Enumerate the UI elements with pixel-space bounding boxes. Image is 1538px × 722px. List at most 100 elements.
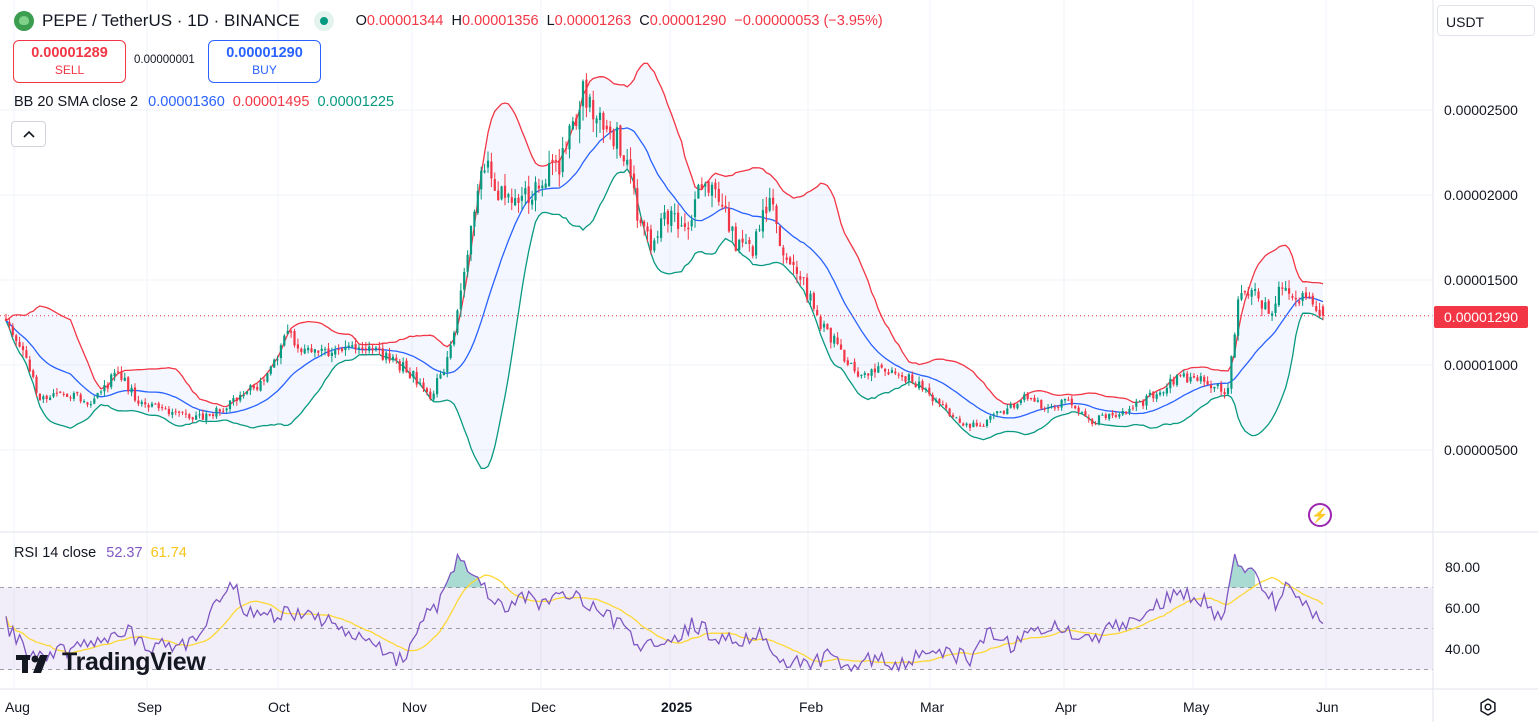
candle xyxy=(127,376,130,395)
candle xyxy=(69,395,72,402)
candle-body xyxy=(510,197,513,203)
candle xyxy=(93,395,96,405)
candle xyxy=(1108,413,1111,421)
candle-body xyxy=(1094,423,1097,425)
tradingview-logo[interactable]: TradingView xyxy=(16,648,206,677)
bollinger-label: BB 20 SMA close 2 xyxy=(14,94,139,110)
candle xyxy=(700,177,703,190)
candle-body xyxy=(1301,293,1304,301)
candle-body xyxy=(1288,288,1291,294)
candle xyxy=(1206,376,1209,385)
tradingview-logo-icon xyxy=(16,654,48,673)
candle xyxy=(619,124,622,158)
candle-body xyxy=(1281,287,1284,289)
candle-body xyxy=(1277,286,1280,306)
candle-body xyxy=(738,239,741,250)
candle xyxy=(198,410,201,419)
candle-body xyxy=(877,366,880,373)
candle xyxy=(184,409,187,419)
candle xyxy=(174,408,177,416)
price-axis-label: 0.00001500 xyxy=(1444,272,1518,288)
candle xyxy=(262,377,266,386)
candle xyxy=(361,341,364,354)
candle-body xyxy=(476,190,479,213)
candle-body xyxy=(1050,406,1053,408)
candle-body xyxy=(72,393,75,399)
candle xyxy=(147,403,150,412)
candle xyxy=(799,270,802,286)
candle xyxy=(1254,282,1257,296)
candle xyxy=(62,391,65,397)
sell-button[interactable]: 0.00001289 SELL xyxy=(13,40,126,83)
candle-body xyxy=(615,127,619,149)
rsi-legend[interactable]: RSI 14 close 52.37 61.74 xyxy=(14,545,187,561)
candle xyxy=(422,378,425,393)
currency-select[interactable]: USDT xyxy=(1437,5,1535,36)
candle xyxy=(476,184,479,215)
candle xyxy=(806,273,809,303)
candle-body xyxy=(1043,408,1046,410)
candle xyxy=(629,147,632,184)
candle xyxy=(242,390,245,399)
candle-body xyxy=(110,374,113,388)
candle-body xyxy=(256,387,259,390)
symbol-title[interactable]: PEPE / TetherUS · 1D · BINANCE xyxy=(42,11,300,30)
candle-body xyxy=(62,393,65,395)
collapse-legend-button[interactable] xyxy=(11,121,46,147)
candle-body xyxy=(568,125,571,150)
candle xyxy=(605,119,608,133)
candle xyxy=(144,398,147,408)
rsi-line xyxy=(5,552,1324,673)
candle-body xyxy=(772,197,775,205)
buy-price: 0.00001290 xyxy=(226,45,303,61)
candle-body xyxy=(228,400,232,409)
time-axis-label: 2025 xyxy=(661,699,693,715)
candle-body xyxy=(137,400,140,404)
candle-body xyxy=(429,391,432,399)
candle-body xyxy=(839,344,843,350)
candle-body xyxy=(704,183,707,187)
bollinger-legend[interactable]: BB 20 SMA close 2 0.00001360 0.00001495 … xyxy=(14,94,394,110)
candle-body xyxy=(598,112,602,120)
candle-body xyxy=(741,238,744,243)
candle xyxy=(188,413,191,421)
candle xyxy=(873,363,876,378)
candle xyxy=(486,151,490,173)
candle xyxy=(191,416,194,423)
candle-body xyxy=(1026,393,1029,400)
candle-body xyxy=(717,188,720,202)
candle-body xyxy=(42,396,45,400)
candle xyxy=(215,406,218,419)
rsi-axis-label: 40.00 xyxy=(1445,641,1481,657)
gear-icon[interactable] xyxy=(1478,697,1498,717)
candle-body xyxy=(385,352,388,360)
candle xyxy=(140,399,143,407)
candle-body xyxy=(415,372,418,385)
candle xyxy=(106,382,109,393)
candle-body xyxy=(941,404,944,406)
flash-icon[interactable]: ⚡ xyxy=(1308,503,1332,527)
candle xyxy=(307,345,310,354)
chart-grid xyxy=(0,0,1433,688)
candle-body xyxy=(924,389,927,390)
candle-body xyxy=(456,310,459,333)
candle-body xyxy=(1264,302,1267,310)
current-price-tag: 0.00001290 xyxy=(1434,306,1528,328)
candle-body xyxy=(38,393,41,401)
candle xyxy=(1179,374,1182,378)
candle xyxy=(738,238,741,254)
candle-body xyxy=(884,368,887,372)
candle-body xyxy=(789,257,792,265)
candle-body xyxy=(378,347,381,350)
candle xyxy=(1050,403,1053,409)
bollinger-fill xyxy=(6,63,1323,469)
candle xyxy=(337,344,340,355)
price-axis-label: 0.00002500 xyxy=(1444,102,1518,118)
candle xyxy=(744,233,748,245)
candle-body xyxy=(1108,413,1111,419)
rsi-axis-label: 60.00 xyxy=(1445,600,1481,616)
candle xyxy=(86,401,89,408)
buy-button[interactable]: 0.00001290 BUY xyxy=(208,40,321,83)
bollinger-lower: 0.00001225 xyxy=(317,94,395,110)
